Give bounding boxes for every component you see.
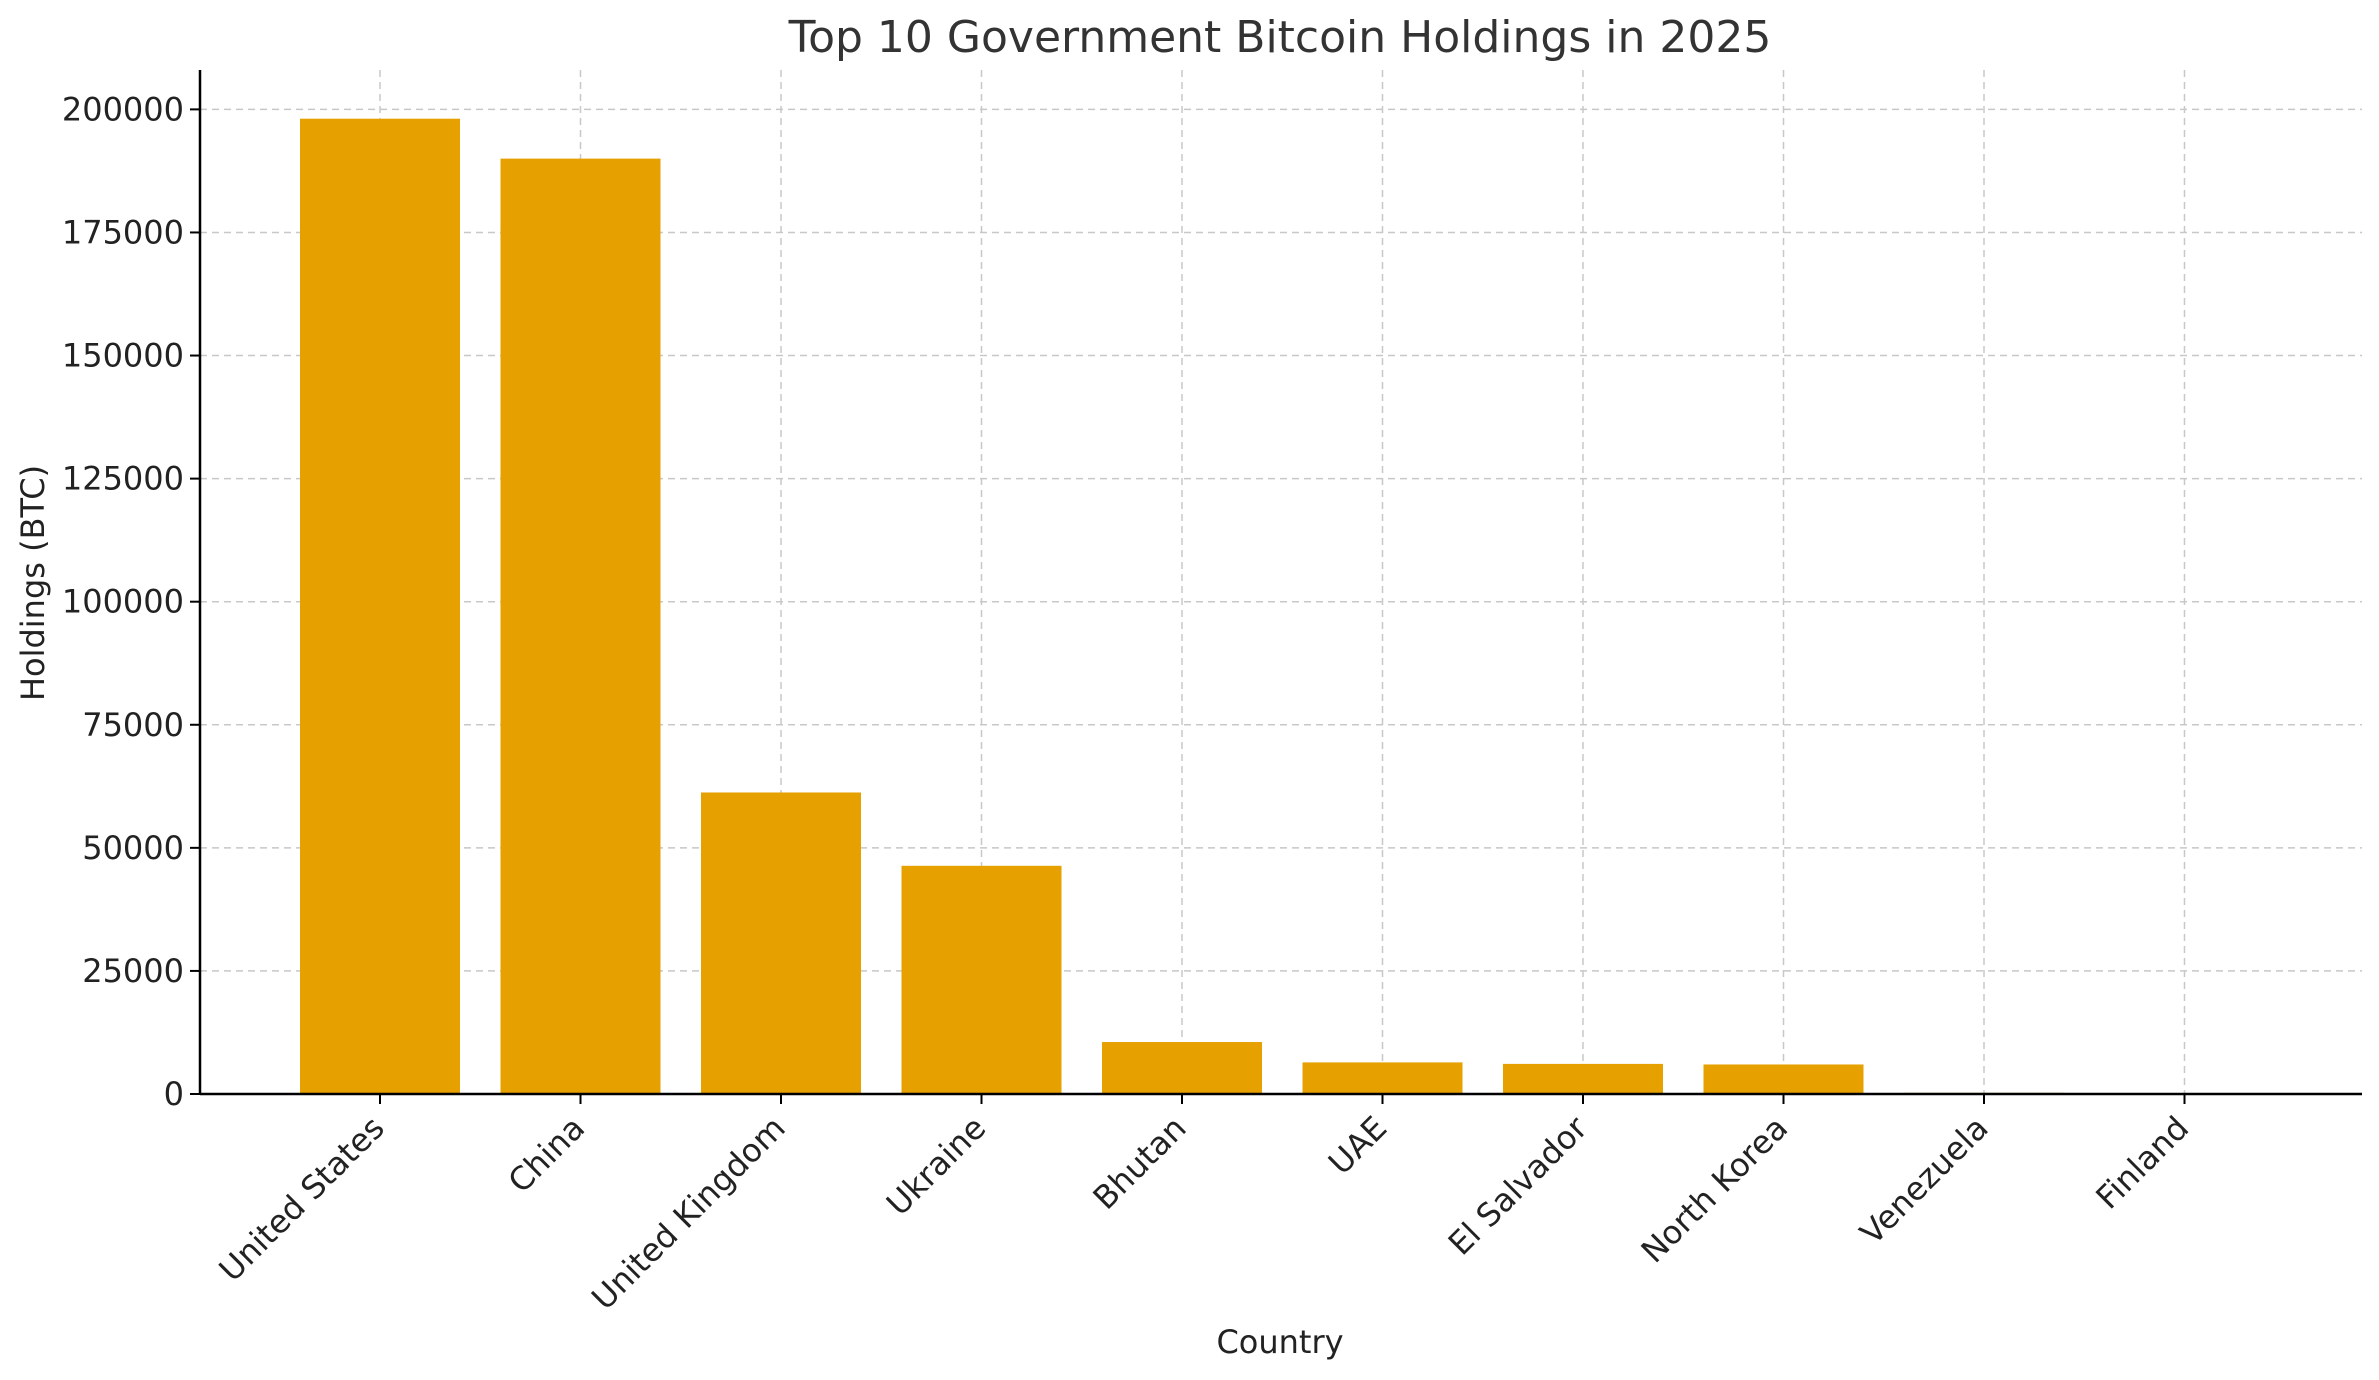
x-tick-label: Venezuela xyxy=(1853,1109,1996,1252)
y-axis-label: Holdings (BTC) xyxy=(14,465,52,701)
bar-united-kingdom xyxy=(701,792,861,1094)
x-tick-label: United Kingdom xyxy=(584,1109,792,1317)
y-tick-label: 125000 xyxy=(62,460,184,498)
x-tick-label: United States xyxy=(212,1109,392,1289)
bar-united-states xyxy=(300,118,460,1094)
axes xyxy=(190,70,2362,1104)
bars xyxy=(300,118,2265,1095)
x-tick-label: UAE xyxy=(1321,1109,1394,1182)
x-tick-label: El Salvador xyxy=(1441,1108,1596,1263)
bar-uae xyxy=(1302,1062,1463,1094)
y-tick-label: 0 xyxy=(164,1075,184,1113)
bar-ukraine xyxy=(901,865,1062,1094)
y-tick-label: 25000 xyxy=(82,952,184,990)
y-tick-label: 175000 xyxy=(62,213,184,251)
x-tick-label: Ukraine xyxy=(879,1109,993,1223)
x-axis-label: Country xyxy=(1216,1323,1343,1361)
x-tick-label: Finland xyxy=(2088,1109,2196,1217)
x-tick-label: North Korea xyxy=(1634,1109,1795,1270)
x-tick-label: Bhutan xyxy=(1086,1109,1194,1217)
bar-china xyxy=(500,158,661,1095)
bar-el-salvador xyxy=(1503,1063,1663,1094)
chart-title: Top 10 Government Bitcoin Holdings in 20… xyxy=(788,12,1772,63)
y-tick-labels: 0 25000 50000 75000 100000 125000 150000 175000… xyxy=(62,90,184,1113)
y-tick-label: 100000 xyxy=(62,583,184,621)
y-tick-label: 150000 xyxy=(62,337,184,375)
bar-north-korea xyxy=(1703,1064,1864,1094)
bar-bhutan xyxy=(1102,1042,1262,1094)
y-tick-label: 75000 xyxy=(82,706,184,744)
y-tick-label: 200000 xyxy=(62,90,184,128)
x-tick-label: China xyxy=(501,1109,593,1201)
y-tick-label: 50000 xyxy=(82,829,184,867)
